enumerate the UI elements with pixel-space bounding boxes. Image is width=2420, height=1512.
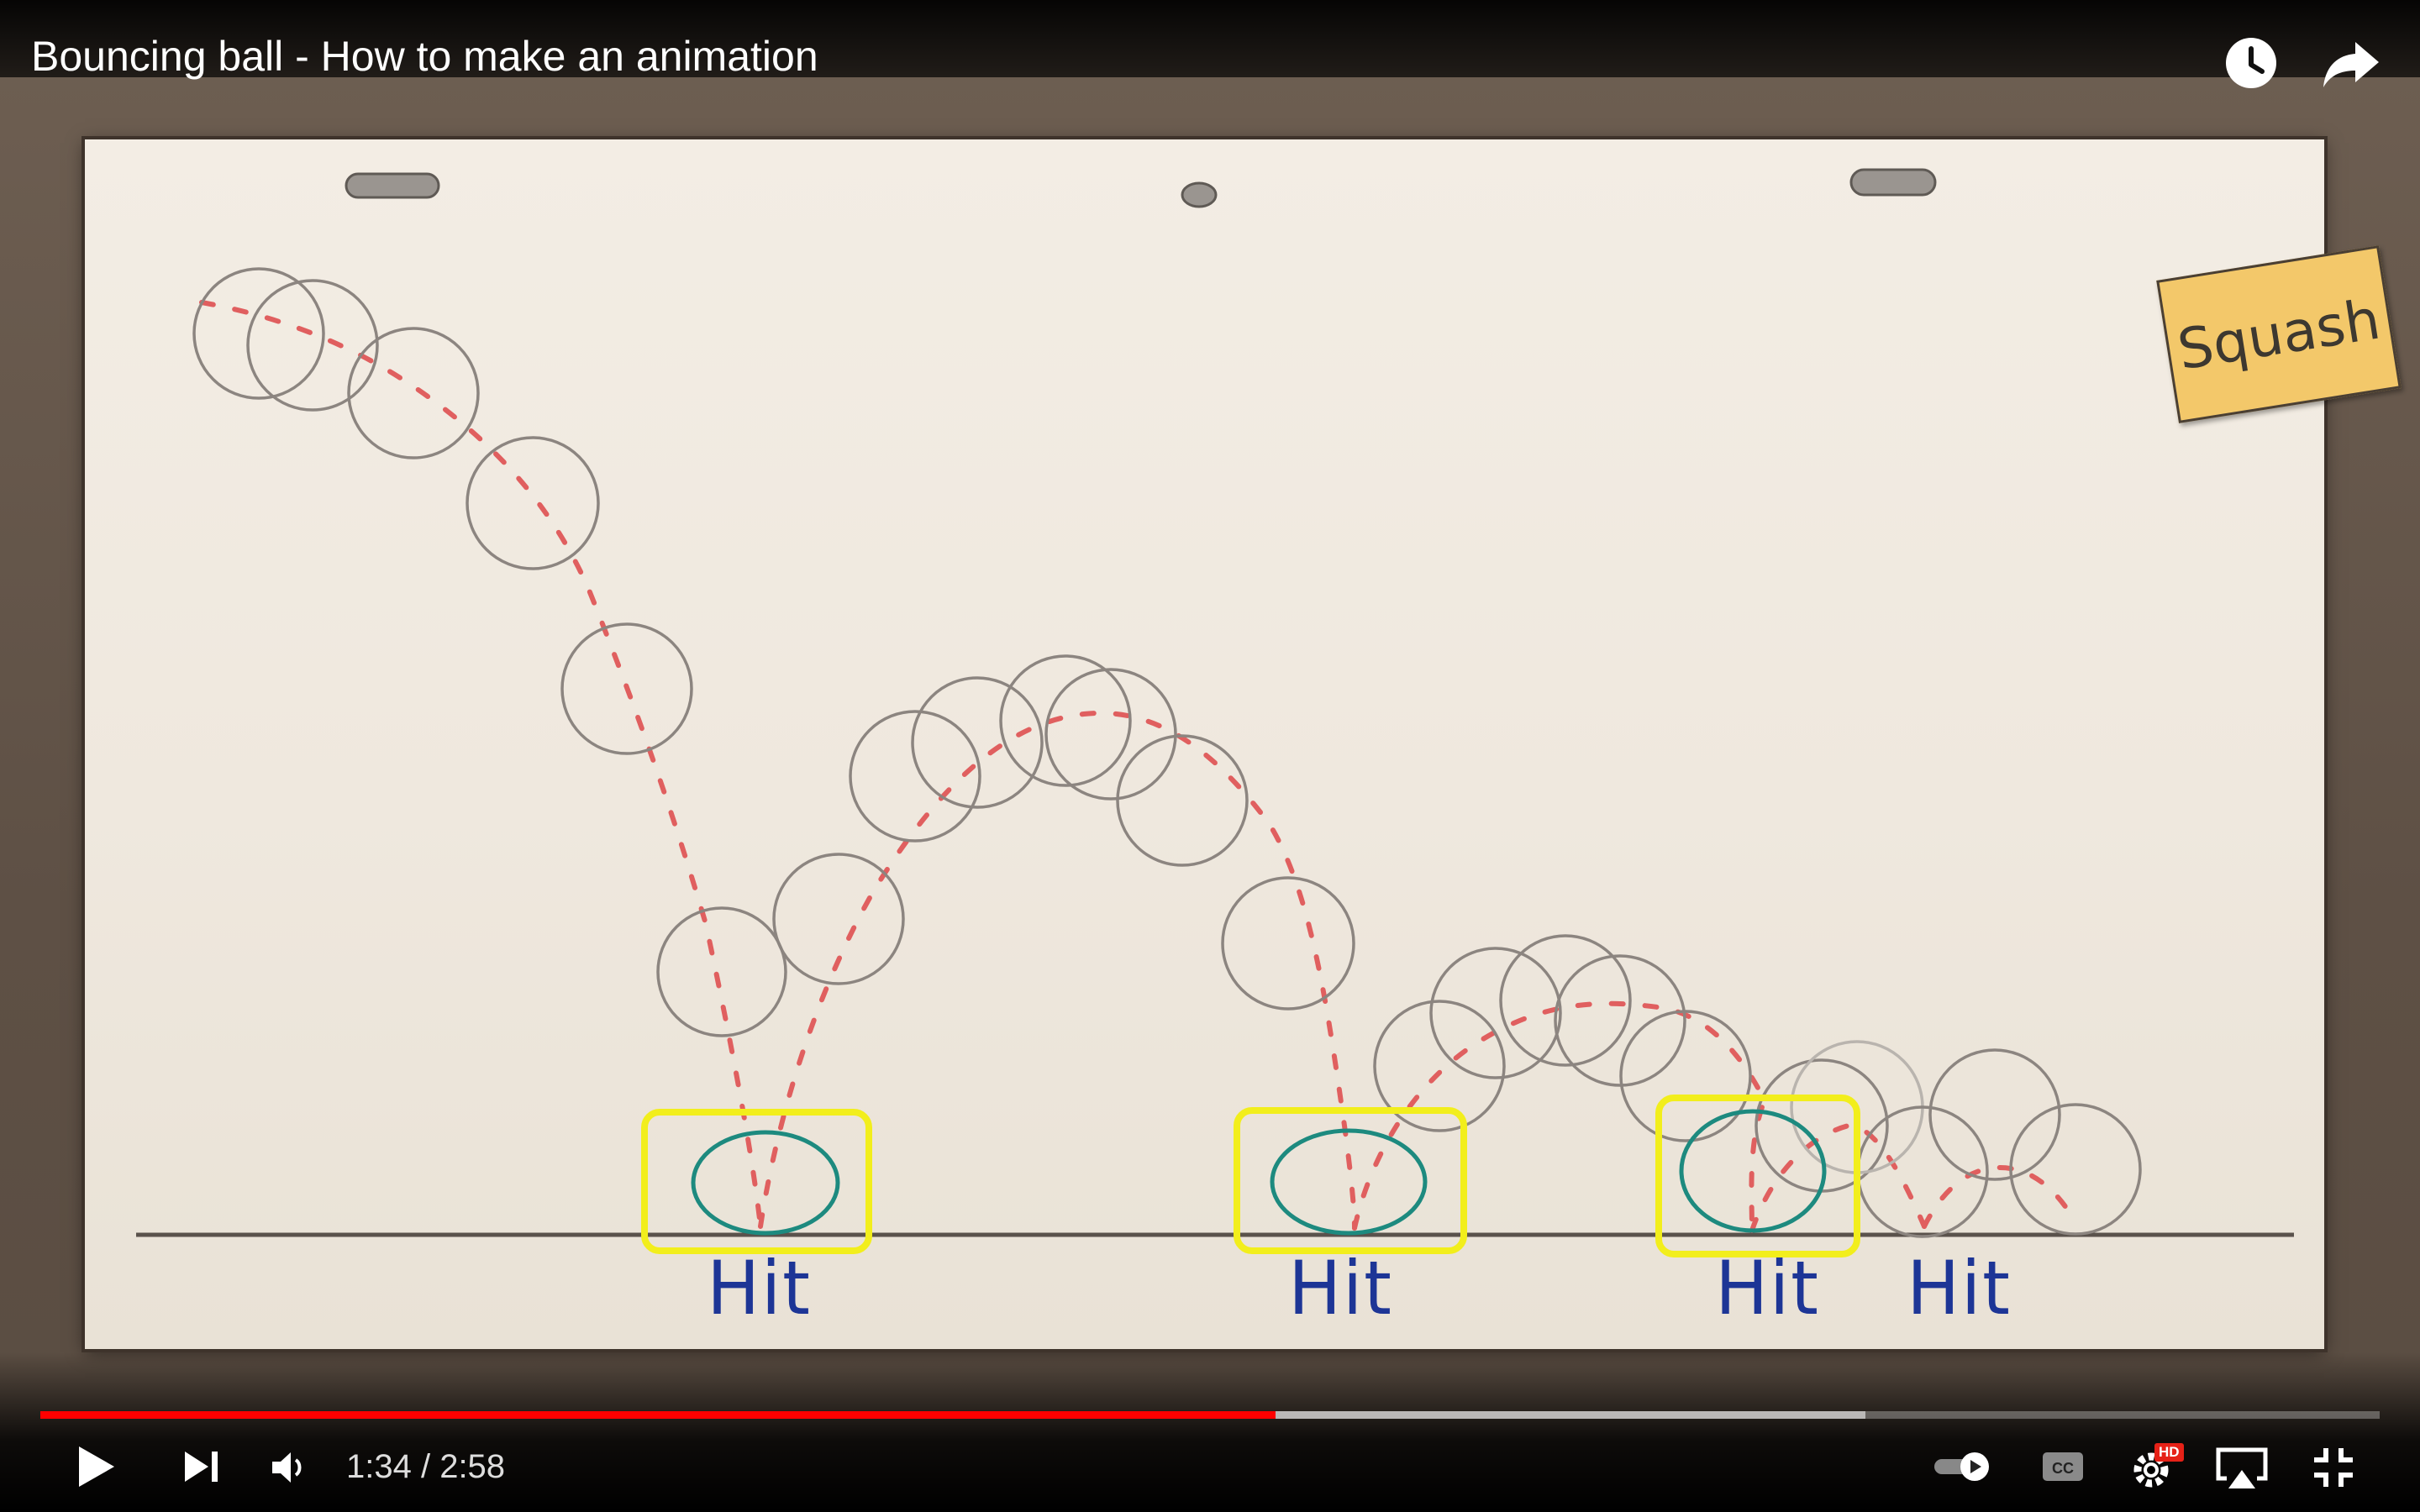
arc-bounce-1 [758, 710, 1357, 1231]
peg-left [345, 172, 440, 199]
contact-ball-3 [1679, 1109, 1827, 1233]
cc-text: CC [2052, 1460, 2074, 1477]
ball-frame [1429, 947, 1562, 1079]
ball-frame [1928, 1048, 2061, 1181]
volume-icon [272, 1452, 302, 1483]
ball-frame [999, 654, 1132, 787]
highlight-box-3 [1655, 1095, 1860, 1257]
progress-played [40, 1411, 1276, 1419]
autoplay-toggle-icon [1934, 1452, 1989, 1481]
ball-frame [1619, 1010, 1752, 1142]
hit-label-4: Hit [1907, 1245, 2012, 1331]
arc-drop-1 [199, 300, 763, 1229]
ball-frame [656, 906, 787, 1037]
play-button[interactable] [74, 1443, 118, 1490]
highlight-box-2 [1234, 1107, 1467, 1254]
ball-frame [1373, 1000, 1506, 1132]
ball-frame [1044, 668, 1177, 801]
arc-bounce-3 [1749, 1122, 1927, 1233]
highlight-box-1 [641, 1109, 872, 1254]
next-button[interactable] [183, 1450, 220, 1483]
progress-bar[interactable] [40, 1411, 2380, 1419]
hd-badge: HD [2154, 1443, 2184, 1462]
ball-frame [246, 279, 379, 412]
hit-label-2: Hit [1288, 1245, 1393, 1331]
ball-frame [2009, 1103, 2142, 1236]
controls-bar: 1:34 / 2:58 CC HD [0, 1428, 2420, 1512]
cc-icon: CC [2043, 1452, 2083, 1481]
play-icon [79, 1446, 114, 1487]
contact-ball-2 [1270, 1128, 1428, 1236]
video-title[interactable]: Bouncing ball - How to make an animation [31, 33, 818, 80]
paper-sheet [85, 139, 2324, 1349]
exit-fullscreen-icon [2314, 1448, 2353, 1487]
volume-button[interactable] [271, 1450, 308, 1485]
controls-gradient [0, 1352, 2420, 1512]
ball-frame [772, 853, 905, 985]
ball-frame [466, 436, 600, 570]
autoplay-toggle[interactable] [1933, 1452, 1993, 1482]
arc-bounce-2 [1352, 1000, 1768, 1233]
ball-frame [1499, 934, 1632, 1067]
ball-frame [192, 267, 325, 400]
ball-frame [347, 327, 480, 459]
squash-note-text: Squash [2173, 286, 2385, 382]
next-icon [185, 1452, 218, 1482]
ball-frame [560, 622, 693, 755]
ball-frame [1554, 954, 1686, 1087]
exit-fullscreen-button[interactable] [2312, 1446, 2354, 1488]
share-arrow-icon[interactable] [2322, 39, 2381, 89]
clock-icon[interactable] [2225, 37, 2277, 89]
ball-frame [911, 676, 1044, 809]
contact-ball-1 [691, 1130, 840, 1236]
airplay-icon [2216, 1447, 2268, 1488]
settings-button[interactable]: HD [2129, 1443, 2188, 1490]
hit-label-1: Hit [707, 1245, 812, 1331]
airplay-button[interactable] [2215, 1446, 2269, 1492]
title-bar: Bouncing ball - How to make an animation [0, 0, 2420, 88]
hit-label-3: Hit [1715, 1245, 1820, 1331]
gear-icon [2133, 1452, 2169, 1488]
ball-frame [849, 710, 981, 843]
peg-right [1849, 168, 1937, 197]
peg-center [1181, 181, 1218, 208]
arc-bounce-4 [1922, 1164, 2078, 1229]
ball-frame [1116, 734, 1249, 867]
ball-frame [1221, 876, 1355, 1011]
time-display: 1:34 / 2:58 [346, 1448, 506, 1485]
captions-button[interactable]: CC [2042, 1450, 2084, 1483]
